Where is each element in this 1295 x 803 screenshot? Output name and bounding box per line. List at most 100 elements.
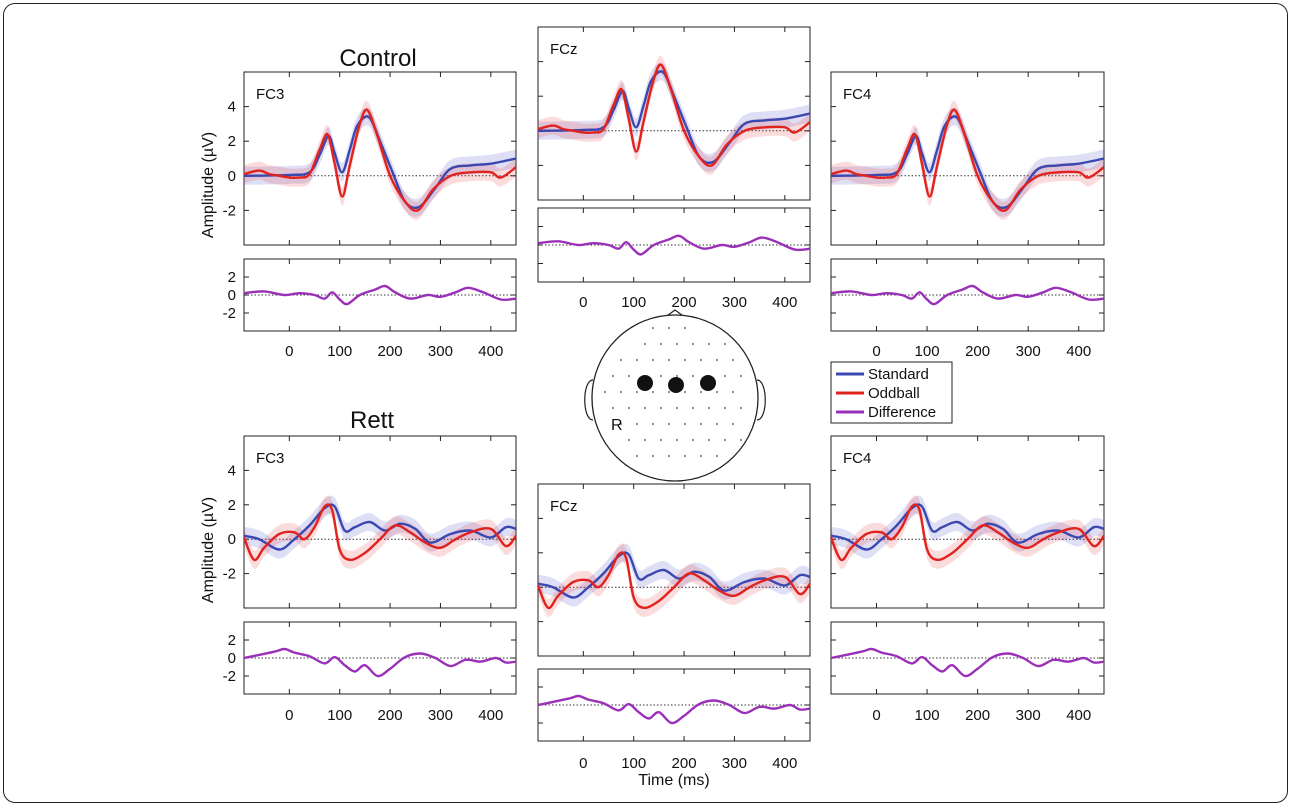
electrode-dot — [700, 359, 702, 361]
panel-rett-fcz: FCz 0 100 200 300 400 — [536, 483, 811, 772]
series-line-oddball — [829, 503, 1105, 562]
x-tick-label: 100 — [915, 707, 940, 724]
electrode-dot — [644, 343, 646, 345]
x-tick-label: 300 — [1016, 707, 1041, 724]
electrode-dot — [740, 407, 742, 409]
electrode-dot — [676, 375, 678, 377]
electrode-dot — [684, 423, 686, 425]
x-tick-label: 300 — [1016, 343, 1041, 360]
electrode-dot — [628, 375, 630, 377]
x-tick-label: 200 — [378, 707, 403, 724]
panel-rett-fc4: FC4 0 100 200 300 400 — [829, 435, 1105, 724]
electrode-dot — [660, 343, 662, 345]
electrode-label: FCz — [550, 41, 578, 58]
x-tick-label: 0 — [872, 343, 880, 360]
electrode-label: FC3 — [256, 86, 284, 103]
x-tick-label: 100 — [327, 343, 352, 360]
legend-label-standard: Standard — [868, 366, 929, 383]
electrode-dot — [708, 407, 710, 409]
electrode-dot — [740, 375, 742, 377]
electrode-label: FC4 — [843, 86, 871, 103]
electrode-marker-fc4 — [700, 375, 716, 391]
series-line-difference — [243, 284, 517, 306]
electrode-dot — [660, 375, 662, 377]
electrode-dot — [716, 359, 718, 361]
series-band-oddball — [538, 543, 810, 618]
electrode-dot — [692, 375, 694, 377]
x-tick-label: 100 — [621, 755, 646, 772]
x-tick-label: 0 — [285, 707, 293, 724]
y-tick-label: -2 — [223, 566, 236, 583]
legend-label-oddball: Oddball — [868, 385, 920, 402]
series-line-difference — [537, 234, 811, 256]
legend: Standard Oddball Difference — [830, 361, 953, 424]
series-line-oddball — [537, 63, 811, 168]
y-tick-label: 0 — [228, 287, 236, 304]
electrode-dot — [732, 423, 734, 425]
series-line-oddball — [242, 503, 517, 562]
x-tick-label: 200 — [672, 294, 697, 311]
electrode-dot — [684, 327, 686, 329]
electrode-dot — [644, 407, 646, 409]
y-tick-label: 2 — [228, 269, 236, 286]
electrode-dot — [716, 455, 718, 457]
scalp-map: R — [584, 309, 766, 482]
x-tick-label: 400 — [478, 343, 503, 360]
x-tick-label: 400 — [478, 707, 503, 724]
legend-label-difference: Difference — [868, 404, 936, 421]
series-band-standard — [538, 62, 810, 172]
series-line-difference — [243, 647, 517, 678]
electrode-dot — [724, 375, 726, 377]
electrode-dot — [604, 391, 606, 393]
electrode-dot — [644, 439, 646, 441]
right-ear-icon — [756, 379, 766, 421]
electrode-dot — [620, 359, 622, 361]
electrode-dot — [636, 359, 638, 361]
series-band-standard — [244, 107, 516, 217]
y-tick-label: 2 — [228, 133, 236, 150]
electrode-dot — [732, 359, 734, 361]
x-tick-label: 200 — [965, 343, 990, 360]
series-line-difference — [830, 284, 1105, 306]
electrode-dot — [652, 327, 654, 329]
x-tick-label: 200 — [378, 343, 403, 360]
series-line-standard — [537, 70, 811, 165]
x-tick-label: 400 — [1066, 343, 1091, 360]
electrode-dot — [676, 407, 678, 409]
series-band-oddball — [244, 495, 516, 570]
y-axis-label: Amplitude (µV) — [200, 497, 217, 603]
x-tick-label: 400 — [772, 755, 797, 772]
electrode-dot — [628, 407, 630, 409]
electrode-dot — [668, 327, 670, 329]
x-tick-label: 400 — [772, 294, 797, 311]
x-tick-label: 300 — [428, 343, 453, 360]
electrode-dot — [636, 391, 638, 393]
electrode-dot — [668, 423, 670, 425]
y-tick-label: -2 — [223, 305, 236, 322]
x-tick-label: 100 — [327, 707, 352, 724]
electrode-dot — [676, 343, 678, 345]
x-axis-label: Time (ms) — [638, 772, 709, 789]
group-title-rett: Rett — [350, 407, 394, 434]
series-line-standard — [243, 115, 517, 210]
y-tick-label: 0 — [228, 531, 236, 548]
electrode-dot — [620, 423, 622, 425]
series-line-oddball — [243, 108, 517, 213]
electrode-dot — [636, 423, 638, 425]
series-line-standard — [537, 551, 811, 599]
y-tick-label: 0 — [228, 168, 236, 185]
series-band-oddball — [831, 495, 1104, 570]
electrode-dot — [620, 391, 622, 393]
x-tick-label: 0 — [872, 707, 880, 724]
series-line-difference — [537, 694, 811, 725]
electrode-dot — [708, 343, 710, 345]
y-tick-label: 2 — [228, 497, 236, 514]
x-tick-label: 100 — [621, 294, 646, 311]
electrode-dot — [732, 391, 734, 393]
electrode-label: FCz — [550, 498, 578, 515]
x-tick-label: 200 — [965, 707, 990, 724]
y-tick-label: 0 — [228, 650, 236, 667]
electrode-dot — [660, 439, 662, 441]
